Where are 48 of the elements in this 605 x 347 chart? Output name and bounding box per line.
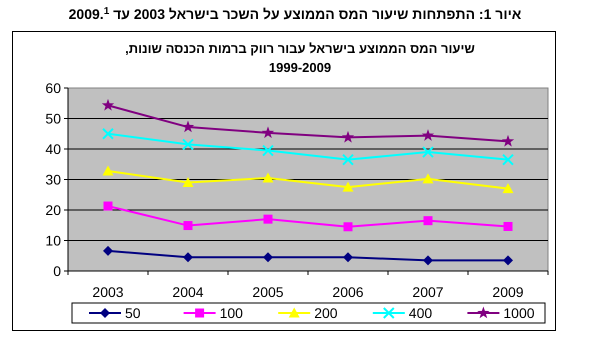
legend-label: 100 <box>220 305 244 321</box>
x-tick-label: 2005 <box>252 284 284 300</box>
point <box>264 214 272 224</box>
point <box>422 173 434 184</box>
point <box>422 129 434 141</box>
legend-label: 50 <box>125 305 141 321</box>
y-tick-label: 20 <box>45 202 62 218</box>
y-tick-label: 50 <box>45 110 62 126</box>
point <box>262 126 274 138</box>
point <box>263 252 273 262</box>
y-tick-label: 10 <box>45 232 62 248</box>
x-tick-label: 2004 <box>172 284 204 300</box>
point <box>262 172 274 182</box>
legend-label: 400 <box>408 305 432 321</box>
legend-label: 1000 <box>503 305 535 321</box>
point <box>423 255 433 266</box>
point <box>342 182 354 192</box>
point <box>342 130 354 143</box>
y-tick-label: 30 <box>45 172 62 188</box>
point <box>502 154 514 166</box>
point <box>424 216 432 226</box>
point <box>503 255 513 266</box>
point <box>102 98 114 111</box>
point <box>504 222 512 231</box>
point <box>103 246 113 256</box>
y-tick-label: 60 <box>45 80 62 96</box>
x-tick-label: 2007 <box>412 284 444 300</box>
point <box>184 221 192 230</box>
x-tick-label: 2009 <box>492 284 524 300</box>
point <box>502 134 514 147</box>
point <box>102 165 114 176</box>
point <box>182 120 194 132</box>
point <box>182 177 194 188</box>
y-tick-label: 40 <box>45 141 62 157</box>
point <box>104 202 112 211</box>
point <box>343 252 353 262</box>
x-tick-label: 2006 <box>332 284 364 300</box>
point <box>422 146 434 158</box>
x-tick-label: 2003 <box>92 284 124 300</box>
point <box>102 128 114 140</box>
y-tick-label: 0 <box>53 263 62 279</box>
point <box>342 154 354 166</box>
point <box>183 252 193 262</box>
point <box>344 222 352 232</box>
legend-label: 200 <box>314 305 338 321</box>
point <box>262 144 274 157</box>
point <box>502 183 514 194</box>
point <box>182 138 194 150</box>
